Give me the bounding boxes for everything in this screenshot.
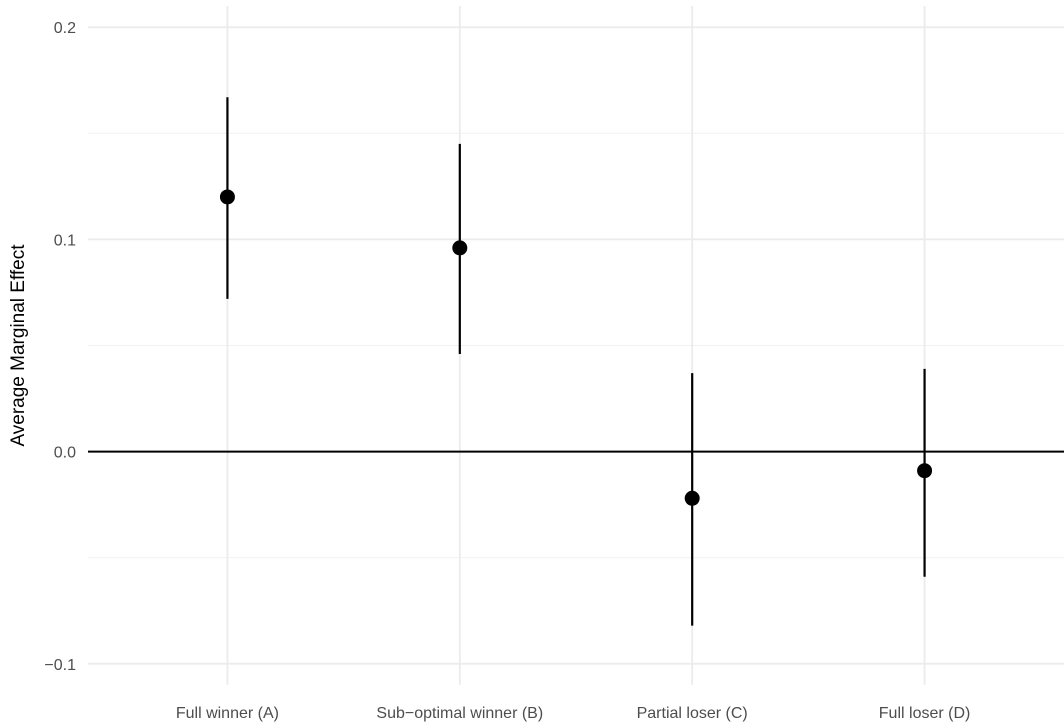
error-bars [226, 97, 926, 626]
points [219, 189, 933, 506]
x-tick-label: Full loser (D) [879, 705, 971, 722]
data-point [219, 189, 235, 205]
x-tick-labels: Full winner (A) Sub−optimal winner (B) Par… [176, 705, 970, 722]
y-tick-label: 0.1 [54, 232, 76, 249]
y-axis-title: Average Marginal Effect [8, 244, 29, 447]
data-point [452, 240, 468, 256]
y-tick-label: −0.1 [44, 657, 76, 674]
grid [88, 6, 1064, 685]
y-tick-labels: −0.1 0.0 0.1 0.2 [44, 20, 76, 674]
data-point [917, 463, 933, 479]
x-tick-label: Sub−optimal winner (B) [376, 705, 543, 722]
x-tick-label: Full winner (A) [176, 705, 279, 722]
y-tick-label: 0.0 [54, 445, 76, 462]
data-point [684, 490, 700, 506]
x-tick-label: Partial loser (C) [637, 705, 748, 722]
y-tick-label: 0.2 [54, 20, 76, 37]
